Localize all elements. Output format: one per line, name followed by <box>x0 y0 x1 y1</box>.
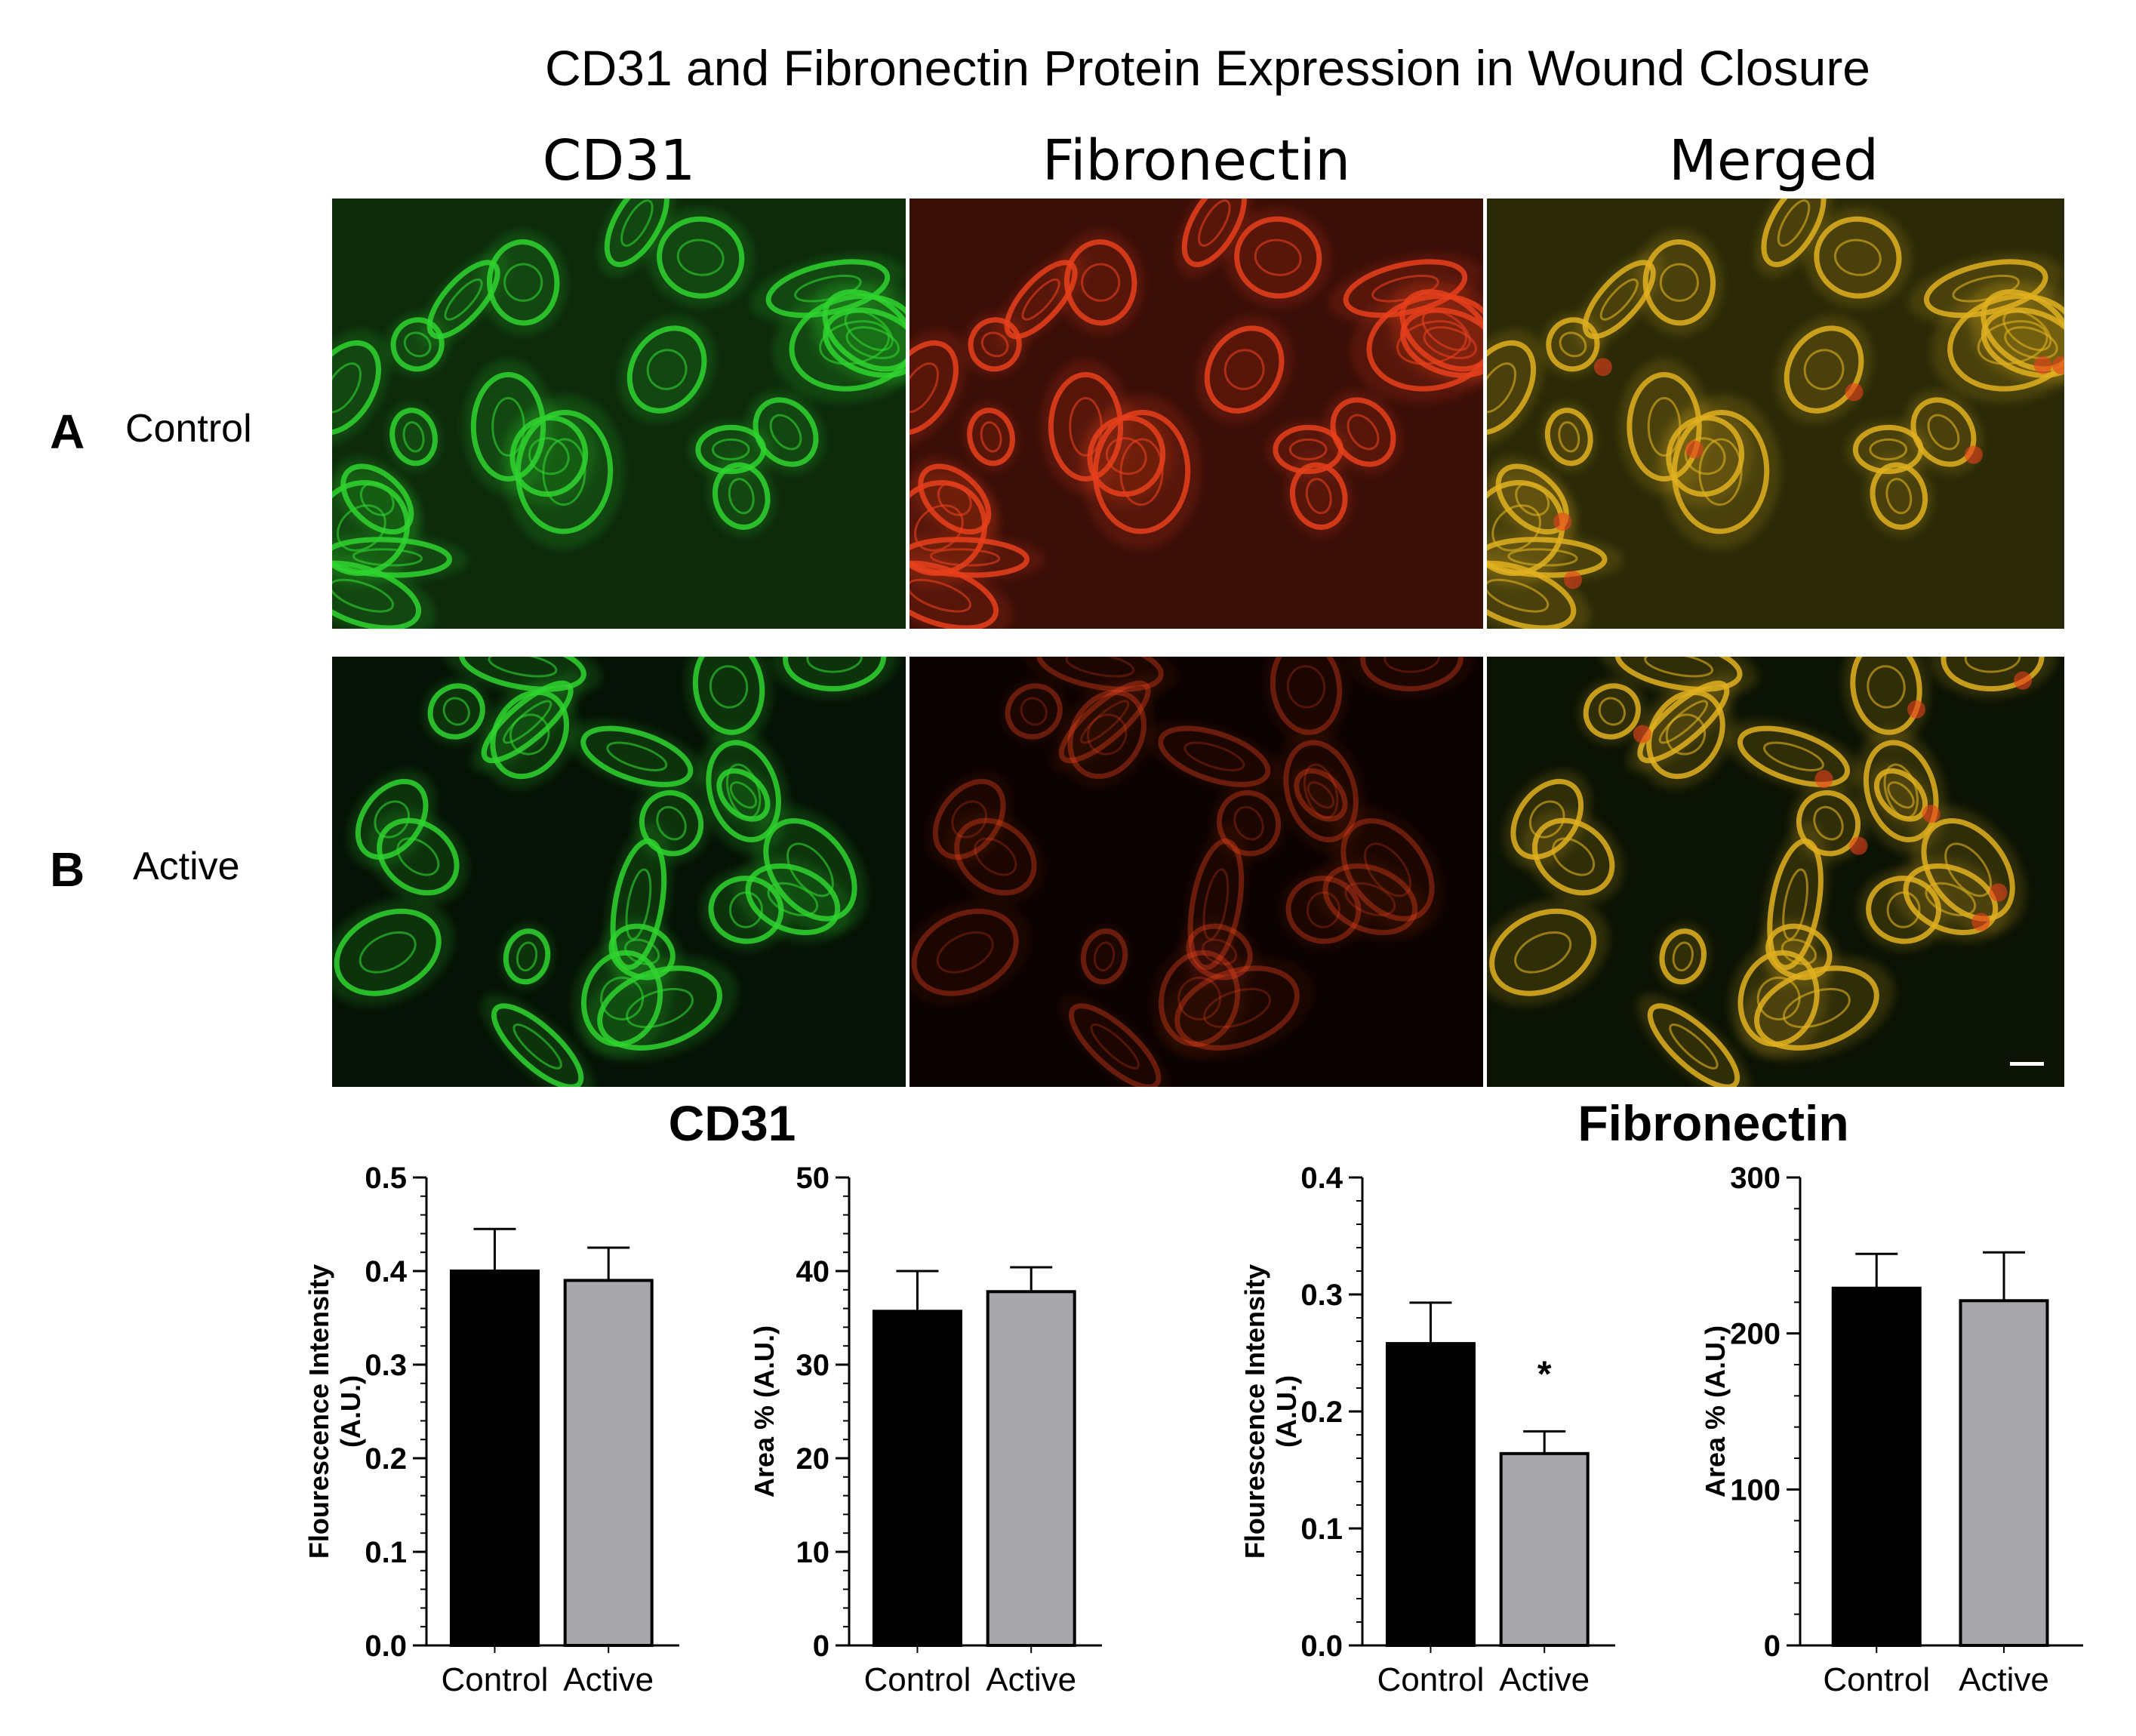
y-tick-label: 0.3 <box>1300 1279 1343 1312</box>
bar-control <box>872 1310 962 1647</box>
bar-chart-fibronectin-intensity: 0.0 0.1 0.2 0.3 0.4 Flourescence Intensity(A.… <box>1239 1162 1615 1698</box>
micrograph-active-fibronectin <box>909 657 1483 1087</box>
bar-active <box>563 1279 654 1647</box>
y-tick-label: 0.4 <box>1300 1162 1343 1195</box>
y-tick-label: 0.4 <box>365 1255 407 1288</box>
micrograph-control-fibronectin <box>909 199 1483 629</box>
figure-title: CD31 and Fibronectin Protein Expression … <box>544 40 1871 96</box>
column-header-fibronectin: Fibronectin <box>1042 128 1351 193</box>
x-tick-label: Active <box>986 1661 1076 1698</box>
micrograph-control-merged <box>1487 199 2064 629</box>
x-tick-label: Control <box>864 1661 971 1698</box>
column-header-merged: Merged <box>1669 128 1879 193</box>
y-tick-label: 0.3 <box>365 1349 407 1382</box>
row-label-control: Control <box>125 407 252 451</box>
y-tick-label: 0.1 <box>1300 1513 1343 1546</box>
row-letter-b: B <box>50 842 85 897</box>
bar-active <box>1499 1451 1590 1647</box>
section-title-cd31: CD31 <box>668 1095 796 1151</box>
x-tick-label: Control <box>1823 1661 1930 1698</box>
row-letter-a: A <box>50 405 85 459</box>
x-tick-label: Active <box>1959 1661 2049 1698</box>
y-tick-label: 0.0 <box>365 1630 407 1663</box>
bar-active <box>986 1290 1076 1647</box>
bar-chart-cd31-area: 0 10 20 30 40 50 Area % (A.U.) Control Active <box>749 1162 1102 1698</box>
x-tick-label: Control <box>442 1661 549 1698</box>
significance-marker: * <box>1537 1354 1552 1394</box>
bar-chart-cd31-intensity: 0.0 0.1 0.2 0.3 0.4 0.5 Flourescence Intensity… <box>303 1162 679 1698</box>
bar-control <box>1831 1286 1922 1647</box>
y-axis-label: Area % (A.U.) <box>749 1325 780 1497</box>
y-tick-label: 10 <box>796 1536 830 1569</box>
y-tick-label: 40 <box>796 1255 830 1288</box>
y-tick-label: 200 <box>1730 1318 1781 1351</box>
row-label-active: Active <box>133 845 240 888</box>
section-title-fibronectin: Fibronectin <box>1577 1095 1849 1151</box>
bar-control <box>1385 1342 1476 1647</box>
x-tick-label: Active <box>563 1661 654 1698</box>
x-tick-label: Control <box>1377 1661 1485 1698</box>
y-tick-label: 0 <box>813 1630 829 1663</box>
y-axis-label: Area % (A.U.) <box>1700 1325 1731 1497</box>
bar-chart-fibronectin-area: 0 100 200 300 Area % (A.U.) Control Active <box>1700 1162 2083 1698</box>
y-tick-label: 300 <box>1730 1162 1781 1195</box>
micrograph-control-cd31 <box>332 199 906 629</box>
y-tick-label: 100 <box>1730 1473 1781 1507</box>
y-tick-label: 20 <box>796 1442 830 1476</box>
y-tick-label: 0.1 <box>365 1536 407 1569</box>
y-tick-label: 0.2 <box>1300 1396 1343 1429</box>
column-header-cd31: CD31 <box>542 128 696 193</box>
y-axis-label: Flourescence Intensity(A.U.) <box>303 1264 366 1559</box>
y-axis-label: Flourescence Intensity(A.U.) <box>1239 1264 1302 1559</box>
x-tick-label: Active <box>1499 1661 1590 1698</box>
y-tick-label: 30 <box>796 1349 830 1382</box>
bar-active <box>1959 1299 2049 1647</box>
micrograph-active-merged <box>1487 657 2064 1087</box>
y-tick-label: 0 <box>1764 1630 1781 1663</box>
micrograph-active-cd31 <box>332 657 906 1087</box>
y-tick-label: 0.5 <box>365 1162 407 1195</box>
y-tick-label: 0.0 <box>1300 1630 1343 1663</box>
scale-bar <box>2010 1062 2044 1066</box>
y-tick-label: 0.2 <box>365 1442 407 1476</box>
bar-control <box>449 1270 540 1647</box>
y-tick-label: 50 <box>796 1162 830 1195</box>
